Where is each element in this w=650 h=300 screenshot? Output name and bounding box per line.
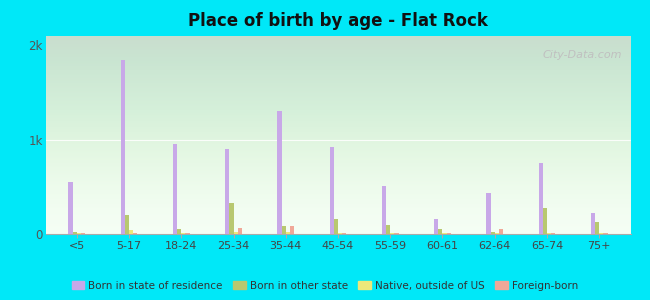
Bar (181, 232, 185, 234)
Bar (121, 60, 125, 234)
Bar (77, 233, 81, 234)
Bar (443, 233, 447, 234)
Bar (133, 233, 137, 234)
Bar (438, 229, 443, 234)
Bar (125, 215, 129, 234)
Bar (81, 233, 85, 234)
Bar (551, 233, 555, 234)
Bar (278, 111, 281, 234)
Bar (395, 233, 398, 234)
Bar (599, 233, 603, 234)
Bar (539, 163, 543, 234)
Bar (390, 233, 395, 234)
Bar (603, 233, 608, 234)
Title: Place of birth by age - Flat Rock: Place of birth by age - Flat Rock (188, 12, 488, 30)
Bar (177, 229, 181, 234)
Bar (229, 203, 233, 234)
Bar (495, 233, 499, 234)
Bar (382, 186, 386, 234)
Bar (129, 230, 133, 234)
Bar (73, 232, 77, 234)
Bar (447, 233, 451, 234)
Bar (338, 233, 342, 234)
Bar (595, 222, 599, 234)
Legend: Born in state of residence, Born in other state, Native, outside of US, Foreign-: Born in state of residence, Born in othe… (68, 277, 582, 295)
Bar (286, 232, 290, 234)
Bar (68, 182, 73, 234)
Bar (342, 233, 346, 234)
Bar (185, 233, 190, 234)
Bar (591, 213, 595, 234)
Bar (238, 228, 242, 234)
Bar (281, 226, 286, 234)
Bar (334, 219, 338, 234)
Bar (547, 233, 551, 234)
Bar (233, 232, 238, 234)
Bar (173, 144, 177, 234)
Text: City-Data.com: City-Data.com (542, 50, 621, 60)
Bar (543, 208, 547, 234)
Bar (330, 147, 334, 234)
Bar (290, 226, 294, 234)
Bar (386, 225, 390, 234)
Bar (499, 229, 503, 234)
Bar (486, 194, 491, 234)
Bar (434, 219, 438, 234)
Bar (491, 232, 495, 234)
Bar (225, 149, 229, 234)
